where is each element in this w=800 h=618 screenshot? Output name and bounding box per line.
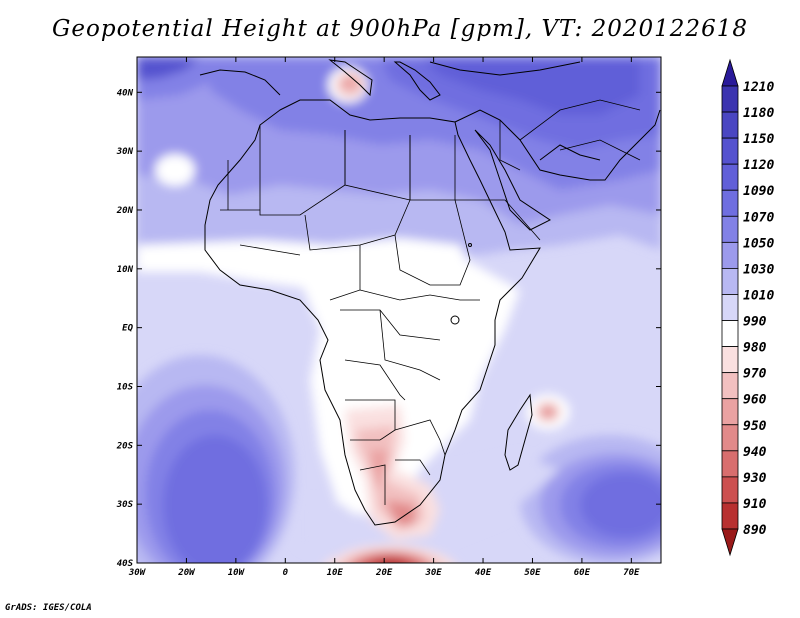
coastlines	[199, 59, 661, 526]
colorbar-label: 1090	[743, 184, 774, 199]
colorbar-segment	[721, 241, 739, 269]
colorbar-label: 990	[743, 315, 767, 330]
colorbar-segment	[721, 476, 739, 504]
lat-tick-label: 40N	[117, 88, 134, 98]
lon-tick-label: 50E	[524, 568, 541, 578]
colorbar-label: 960	[743, 393, 767, 408]
lat-tick-label: 40S	[117, 559, 134, 569]
lat-tick-label: 20S	[116, 441, 134, 451]
lon-tick-label: 10E	[327, 568, 344, 578]
lon-tick-label: 10W	[228, 568, 246, 578]
lon-tick-label: 30W	[128, 568, 147, 578]
colorbar-segment	[721, 450, 739, 478]
lon-tick-label: 20E	[375, 568, 393, 578]
lat-tick-label: 30N	[116, 147, 134, 157]
plot-frame	[136, 56, 662, 564]
colorbar-label: 980	[743, 341, 767, 356]
colorbar-segment	[721, 137, 739, 165]
colorbar-segment	[721, 502, 739, 530]
lat-tick-label: 30S	[116, 500, 134, 510]
colorbar-label: 1120	[743, 158, 774, 173]
colorbar-segment	[721, 85, 739, 113]
colorbar: 1210 1180 1150 1120 1090 1070 1050 1030 1010 990 9…	[721, 58, 774, 557]
lat-tick-label: 20N	[116, 206, 134, 216]
colorbar-label: 910	[743, 497, 767, 512]
lon-tick-label: 0	[283, 568, 289, 578]
lon-tick-label: 70E	[623, 568, 640, 578]
lon-tick-label: 20W	[177, 568, 196, 578]
colorbar-label: 1210	[743, 80, 774, 95]
colorbar-label: 1010	[743, 288, 774, 303]
lon-tick-label: 60E	[574, 568, 591, 578]
colorbar-segment	[721, 398, 739, 426]
lon-tick-label: 30E	[424, 568, 442, 578]
colorbar-label: 890	[743, 523, 767, 538]
colorbar-segment	[721, 111, 739, 139]
colorbar-bottom-arrow	[721, 528, 739, 557]
colorbar-label: 950	[743, 419, 767, 434]
lat-tick-label: 10N	[117, 265, 134, 275]
colorbar-top-arrow	[721, 58, 739, 87]
colorbar-segment	[721, 215, 739, 243]
colorbar-label: 930	[743, 471, 767, 486]
colorbar-segment	[721, 189, 739, 217]
grads-credit: GrADS: IGES/COLA	[5, 603, 92, 613]
colorbar-label: 1050	[743, 236, 774, 251]
colorbar-label: 1030	[743, 262, 774, 277]
colorbar-label: 1150	[743, 132, 774, 147]
lon-tick-label: 40E	[475, 568, 492, 578]
latitude-axis: 40N 30N 20N 10N EQ 10S 20S 30S 40S	[116, 88, 661, 569]
colorbar-label: 1070	[743, 210, 774, 225]
colorbar-label: 1180	[743, 106, 774, 121]
height-field	[137, 57, 661, 563]
colorbar-segment	[721, 424, 739, 452]
country-borders	[220, 99, 641, 505]
colorbar-segment	[721, 320, 739, 347]
colorbar-segment	[721, 163, 739, 191]
lat-tick-label: EQ	[122, 324, 133, 334]
colorbar-segment	[721, 372, 739, 400]
colorbar-segment	[721, 346, 739, 374]
longitude-axis: 30W 20W 10W 0 10E 20E 30E 40E 50E 60E 70E	[128, 57, 640, 578]
colorbar-segment	[721, 294, 739, 321]
lat-tick-label: 10S	[117, 382, 134, 392]
chart-title: Geopotential Height at 900hPa [gpm], VT:…	[52, 16, 748, 42]
colorbar-segment	[721, 268, 739, 295]
colorbar-label: 940	[743, 445, 767, 460]
colorbar-label: 970	[743, 367, 767, 382]
